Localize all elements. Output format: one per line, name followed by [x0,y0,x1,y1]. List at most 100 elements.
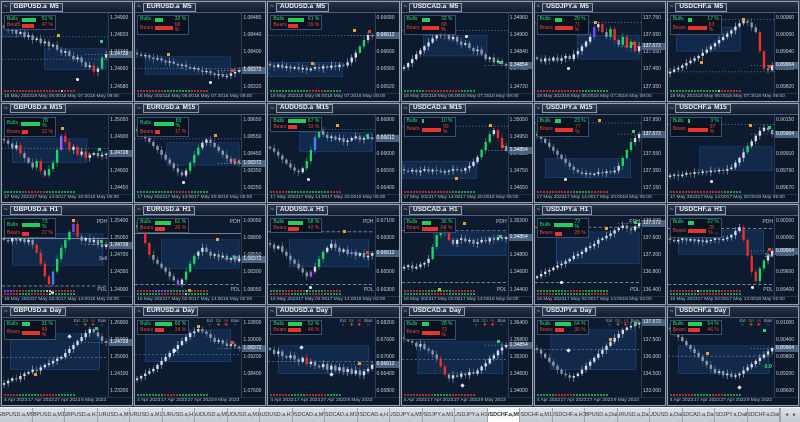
chart-window[interactable]: ~ USDCHF.a M5 Bulls 17 % Bears [666,1,799,102]
chart-plot[interactable]: Bulls 53 % Bears 47 % [2,13,109,93]
window-menu-icon[interactable]: ~ [536,4,541,10]
taskbar-scroll-left-icon[interactable]: ◄ [784,412,790,418]
chart-plot[interactable]: Bulls 66 % Bears 34 % Ext ○ Dn ✚ Hi ✚ Bias ○ [135,318,242,398]
chart-titlebar[interactable]: ~ USDCAD.a M5 [401,2,532,13]
chart-plot[interactable]: Bulls 36 % Bears 64 % PDH PDL [401,216,508,296]
window-menu-icon[interactable]: ~ [536,207,541,213]
chart-titlebar[interactable]: ~ USDCAD.a Day [401,306,532,318]
taskbar-tab[interactable]: GBPUSD.a,Daily [585,408,618,422]
window-menu-icon[interactable]: ~ [669,308,674,315]
taskbar-tab[interactable]: AUDUSD.a,Daily [650,408,683,422]
chart-titlebar[interactable]: ~ AUDUSD.a M15 [268,103,399,115]
chart-plot[interactable]: Bulls 73 % Bears 27 % PDH Sell PDL [2,216,109,296]
chart-window[interactable]: ~ EURUSD.a H1 Bulls 61 % Bears [134,204,267,305]
window-menu-icon[interactable]: ~ [403,207,408,213]
chart-plot[interactable]: Bulls 29 % Bears 71 % [534,13,641,93]
taskbar-tab[interactable]: USDJPY.a,M5 [390,408,423,422]
chart-plot[interactable]: Bulls 61 % Bears 39 % [268,13,375,93]
chart-window[interactable]: ~ USDCAD.a M5 Bulls 32 % Bears [400,1,533,102]
window-menu-icon[interactable]: ~ [403,105,408,112]
chart-window[interactable]: ~ AUDUSD.a M15 Bulls 67 % Bears [267,102,400,203]
chart-titlebar[interactable]: ~ GBPUSD.a M15 [2,103,133,115]
chart-titlebar[interactable]: ~ EURUSD.a H1 [135,205,266,216]
window-menu-icon[interactable]: ~ [536,105,541,112]
chart-plot[interactable]: Bulls 67 % Bears 33 % [268,115,375,195]
window-menu-icon[interactable]: ~ [4,308,8,315]
chart-titlebar[interactable]: ~ USDJPY.a M15 [534,103,665,115]
window-menu-icon[interactable]: ~ [270,207,274,213]
taskbar-tab[interactable]: USDCAD.a,M5 [293,408,325,422]
taskbar-tab[interactable]: EURUSD.a,Daily [618,408,650,422]
chart-titlebar[interactable]: ~ USDCAD.a M15 [401,103,532,115]
chart-titlebar[interactable]: ~ GBPUSD.a H1 [2,205,133,216]
taskbar-tab[interactable]: GBPUSD.a,M15 [33,408,65,422]
window-menu-icon[interactable]: ~ [270,308,274,315]
chart-titlebar[interactable]: ~ GBPUSD.a Day [2,306,133,318]
taskbar-tab[interactable]: USDCAD.a,H1 [358,408,390,422]
chart-plot[interactable]: Bulls 83 % Bears 17 % [135,115,242,195]
window-menu-icon[interactable]: ~ [536,308,541,315]
chart-window[interactable]: ~ USDCHF.a Day Bulls 54 % Bears [666,305,799,406]
chart-titlebar[interactable]: ~ USDJPY.a H1 [534,205,665,216]
window-menu-icon[interactable]: ~ [403,308,408,315]
window-menu-icon[interactable]: ~ [403,4,408,10]
chart-window[interactable]: ~ USDCAD.a M15 Bulls 10 % Bears [400,102,533,203]
chart-titlebar[interactable]: ~ AUDUSD.a M5 [268,2,399,13]
chart-titlebar[interactable]: ~ USDJPY.a M5 [534,2,665,13]
chart-titlebar[interactable]: ~ EURUSD.a Day [135,306,266,318]
chart-window[interactable]: ~ USDCAD.a H1 Bulls 36 % Bears [400,204,533,305]
taskbar-tab[interactable]: USDJPY.a,H1 [455,408,488,422]
chart-plot[interactable]: Bulls 10 % Bears 90 % [401,115,508,195]
window-menu-icon[interactable]: ~ [669,207,674,213]
chart-window[interactable]: ~ EURUSD.a M15 Bulls 83 % Bears [134,102,267,203]
chart-window[interactable]: ~ GBPUSD.a M5 Bulls 53 % Bears [1,1,134,102]
taskbar-tab[interactable]: USDJPY.a,Daily [715,408,748,422]
taskbar-tab[interactable]: USDJPY.a,M15 [423,408,455,422]
chart-plot[interactable]: Bulls 28 % Bears 72 % Ext ○ Dn ✚ Hi ✚ Bias ○ [401,318,508,398]
chart-titlebar[interactable]: ~ EURUSD.a M15 [135,103,266,115]
chart-plot[interactable]: Bulls 3 % Bears 97 % [667,115,774,195]
chart-window[interactable]: ~ USDJPY.a H1 Bulls 72 % Bears [533,204,666,305]
chart-window[interactable]: ~ EURUSD.a Day Bulls 66 % Bears [134,305,267,406]
chart-plot[interactable]: Bulls 22 % Bears 78 % PDH Sell PDL [667,216,774,296]
taskbar-tab[interactable]: USDCAD.a,Daily [683,408,715,422]
chart-titlebar[interactable]: ~ USDCAD.a H1 [401,205,532,216]
taskbar-tab[interactable]: EURUSD.a,M15 [130,408,163,422]
chart-plot[interactable]: Bulls 17 % Bears 83 % [667,13,774,93]
chart-plot[interactable]: Bulls 78 % Bears 22 % [2,115,109,195]
window-menu-icon[interactable]: ~ [137,308,141,315]
chart-plot[interactable]: Bulls 54 % Bears 46 % 0.0 Ext ○ Dn ✚ Hi ✚ Bias ○ [667,318,774,398]
chart-window[interactable]: ~ USDJPY.a M15 Bulls 23 % Bears [533,102,666,203]
taskbar-tab[interactable]: EURUSD.a,M5 [98,408,130,422]
chart-window[interactable]: ~ USDCHF.a M15 Bulls 3 % Bears [666,102,799,203]
window-menu-icon[interactable]: ~ [4,4,8,10]
taskbar-tab[interactable]: GBPUSD.a,H1 [65,408,98,422]
chart-plot[interactable]: Bulls 58 % Bears 42 % PDH PDL [268,216,375,296]
chart-plot[interactable]: Bulls 64 % Bears 36 % Ext ○ Dn ✚ Hi ✚ Bias ○ [534,318,641,398]
taskbar-tab[interactable]: AUDUSD.a,M5 [195,408,228,422]
chart-plot[interactable]: Bulls 32 % Bears 68 % [135,13,242,93]
chart-plot[interactable]: Bulls 32 % Bears 68 % [401,13,508,93]
chart-window[interactable]: ~ USDJPY.a Day Bulls 64 % Bears [533,305,666,406]
chart-window[interactable]: ~ USDJPY.a M5 Bulls 29 % Bears [533,1,666,102]
taskbar-tab[interactable]: USDCHF.a,H1 [553,408,585,422]
window-menu-icon[interactable]: ~ [270,4,274,10]
taskbar-tab[interactable]: USDCHF.a,M5 [487,408,520,422]
window-menu-icon[interactable]: ~ [4,105,8,112]
chart-window[interactable]: ~ EURUSD.a M5 Bulls 32 % Bears [134,1,267,102]
chart-window[interactable]: ~ GBPUSD.a M15 Bulls 78 % Bears [1,102,134,203]
chart-titlebar[interactable]: ~ EURUSD.a M5 [135,2,266,13]
chart-window[interactable]: ~ GBPUSD.a H1 Bulls 73 % Bears [1,204,134,305]
chart-titlebar[interactable]: ~ AUDUSD.a H1 [268,205,399,216]
chart-titlebar[interactable]: ~ AUDUSD.a Day [268,306,399,318]
window-menu-icon[interactable]: ~ [137,105,141,112]
taskbar-tab[interactable]: USDCHF.a,M15 [520,408,553,422]
window-menu-icon[interactable]: ~ [669,105,674,112]
chart-titlebar[interactable]: ~ USDCHF.a M15 [667,103,798,115]
taskbar-tab[interactable]: AUDUSD.a,H1 [260,408,293,422]
taskbar-tab[interactable]: GBPUSD.a,M5 [0,408,33,422]
chart-plot[interactable]: Bulls 23 % Bears 77 % [534,115,641,195]
chart-titlebar[interactable]: ~ USDCHF.a H1 [667,205,798,216]
taskbar-tab[interactable]: AUDUSD.a,M15 [228,408,260,422]
